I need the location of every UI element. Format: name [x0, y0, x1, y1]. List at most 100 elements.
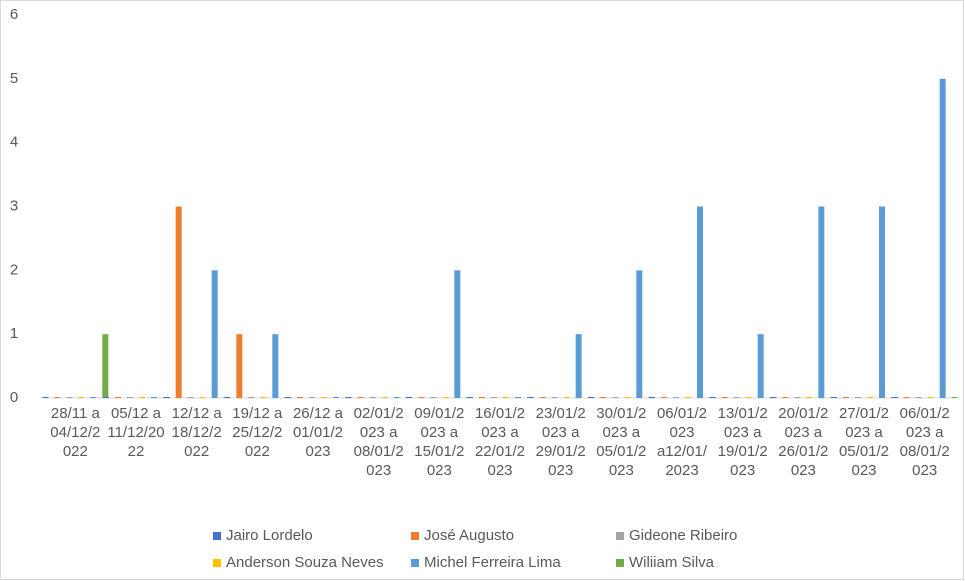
bar: [915, 397, 922, 398]
bar: [612, 397, 619, 398]
bar: [782, 397, 789, 398]
bar: [831, 397, 837, 398]
bar: [709, 397, 716, 398]
x-tick-label: 28/11 a 04/12/2022: [50, 405, 101, 460]
x-tick-label: 23/01/2023 a 29/01/2023: [535, 405, 586, 479]
legend-swatch: [616, 559, 624, 567]
bar: [479, 397, 485, 398]
bar: [721, 397, 728, 398]
bar: [673, 397, 679, 398]
bar: [175, 206, 182, 398]
bar: [357, 397, 364, 398]
bar: [733, 397, 740, 398]
legend-swatch: [213, 532, 221, 540]
bar: [115, 397, 121, 398]
x-tick-label: 16/01/2023 a 22/01/2023: [474, 405, 526, 479]
y-tick-label: 5: [10, 70, 18, 87]
legend-label: José Augusto: [424, 527, 514, 544]
legend-swatch: [411, 559, 419, 567]
legend-label: Gideone Ribeiro: [629, 527, 737, 544]
bar: [806, 397, 813, 398]
y-tick-label: 3: [10, 197, 18, 214]
y-tick-label: 6: [10, 6, 18, 23]
x-tick-label: 06/01/2023 a12/01/2023: [656, 405, 708, 479]
bar: [515, 397, 521, 398]
x-tick-label: 06/01/2023 a 08/01/2023: [899, 405, 950, 479]
bar: [467, 397, 473, 398]
bar: [951, 397, 958, 398]
bar: [939, 78, 946, 398]
bar: [794, 397, 801, 398]
bar: [575, 334, 582, 398]
legend-swatch: [616, 532, 624, 540]
x-tick-label: 19/12 a 25/12/2022: [232, 405, 283, 460]
bar: [491, 397, 497, 398]
y-tick-label: 0: [10, 389, 18, 406]
x-tick-label: 27/01/2023 a 05/01/2023: [838, 405, 890, 479]
y-tick-label: 2: [10, 261, 18, 278]
x-tick-label: 05/12 a 11/12/2022: [107, 405, 165, 460]
x-tick-label: 13/01/2023 a 19/01/2023: [717, 405, 768, 479]
bar: [393, 397, 400, 398]
bar: [661, 397, 667, 398]
bar: [527, 397, 534, 398]
bar: [891, 397, 898, 398]
legend-label: Anderson Souza Neves: [226, 554, 384, 571]
bar: [903, 397, 910, 398]
bar: [588, 397, 595, 398]
bar: [163, 397, 170, 398]
bar: [42, 397, 49, 398]
bar: [697, 206, 703, 398]
x-tick-label: 20/01/2023 a 26/01/2023: [778, 405, 829, 479]
bar: [248, 397, 255, 398]
bar: [369, 397, 376, 398]
x-tick-label: 02/01/2023 a 08/01/2023: [353, 405, 404, 479]
y-tick-label: 1: [10, 325, 18, 342]
bar: [454, 270, 461, 398]
bar: [297, 397, 303, 398]
bar: [649, 397, 655, 398]
y-tick-label: 4: [10, 134, 18, 151]
bar: [224, 397, 231, 398]
legend-swatch: [411, 532, 419, 540]
bar: [770, 397, 777, 398]
bar: [260, 397, 267, 398]
legend-label: Wiliiam Silva: [629, 554, 715, 571]
bar: [551, 397, 558, 398]
bar: [309, 397, 315, 398]
bar: [879, 206, 885, 398]
bar: [418, 397, 425, 398]
bar: [855, 397, 861, 398]
bar: [636, 270, 643, 398]
bar: [539, 397, 546, 398]
bar: [745, 397, 752, 398]
bar: [345, 397, 352, 398]
legend-swatch: [213, 559, 221, 567]
bar: [90, 397, 97, 398]
bar: [103, 397, 109, 398]
bar: [442, 397, 449, 398]
x-tick-label: 12/12 a 18/12/2022: [171, 405, 222, 460]
bar: [563, 397, 570, 398]
bar: [600, 397, 607, 398]
bar: [211, 270, 218, 398]
bar: [127, 397, 133, 398]
x-tick-label: 09/01/2023 a 15/01/2023: [414, 405, 465, 479]
bar: [867, 397, 873, 398]
bar: [54, 397, 61, 398]
bar: [272, 334, 279, 398]
bar: [236, 334, 243, 398]
bar: [685, 397, 691, 398]
bar: [927, 397, 934, 398]
bar: [843, 397, 849, 398]
bar: [66, 397, 73, 398]
legend-label: Michel Ferreira Lima: [424, 554, 561, 571]
x-tick-label: 26/12 a 01/01/2023: [292, 405, 344, 460]
bar: [321, 397, 327, 398]
bar: [757, 334, 764, 398]
bar: [333, 397, 339, 398]
bar: [430, 397, 437, 398]
